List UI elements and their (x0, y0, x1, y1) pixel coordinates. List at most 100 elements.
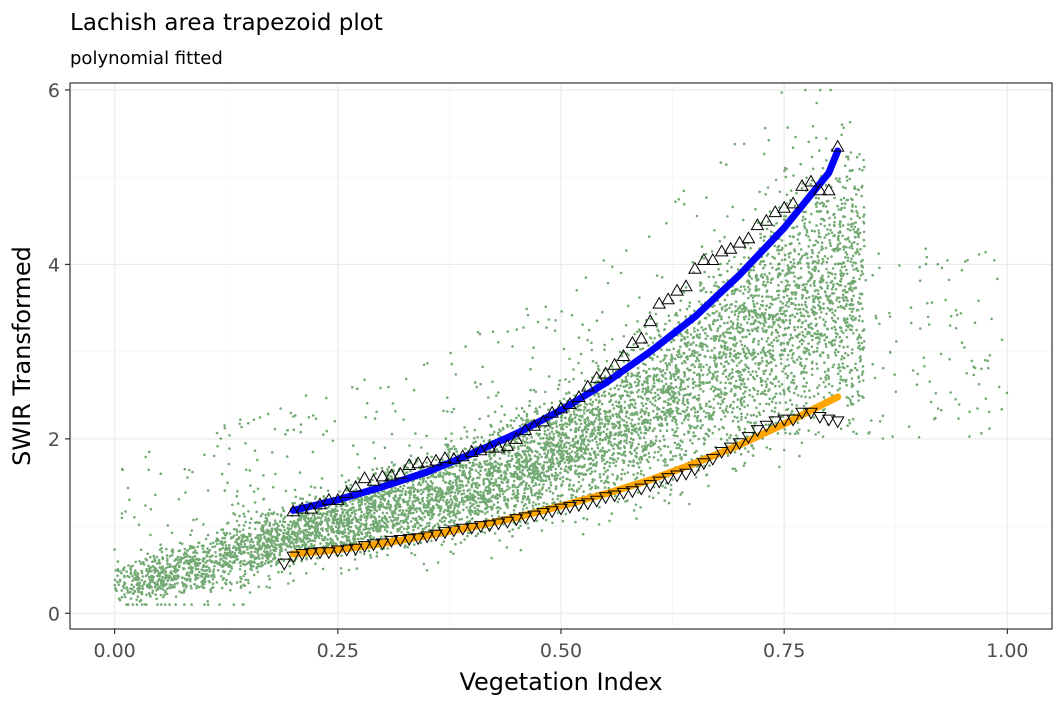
upper-edge-marker (714, 244, 729, 257)
upper-edge-marker (357, 471, 372, 484)
lower-edge-marker (322, 547, 336, 560)
wet-edge-fit-line (289, 147, 842, 514)
lower-edge-marker (277, 558, 292, 571)
x-tick-label: 0.00 (93, 640, 135, 662)
upper-edge-marker (438, 451, 452, 464)
upper-edge-marker (696, 253, 711, 266)
chart-subtitle: polynomial fitted (70, 48, 223, 69)
lower-edge-marker (473, 521, 488, 534)
lower-edge-marker (813, 412, 827, 425)
lower-edge-marker (295, 548, 309, 561)
lower-edge-marker (679, 468, 693, 481)
lower-edge-marker (830, 416, 845, 429)
lower-edge-marker (643, 480, 658, 493)
lower-edge-marker (348, 543, 363, 556)
upper-edge-marker (563, 396, 577, 409)
axes: 0.00 0.25 0.50 0.75 1.00 0 2 4 6 (48, 80, 1029, 662)
lower-edge-marker (313, 547, 327, 560)
lower-edge-marker (330, 545, 345, 558)
lower-edge-marker (464, 522, 479, 535)
upper-edge-marker (536, 414, 551, 427)
lower-edge-marker (589, 495, 604, 508)
upper-edge-marker (580, 379, 595, 392)
lower-edge-marker (607, 490, 622, 503)
lower-edge-marker (393, 535, 408, 548)
upper-edge-marker (598, 366, 613, 379)
lower-edge-marker (429, 529, 443, 542)
lower-edge-marker (616, 487, 631, 500)
lower-edge-marker (580, 498, 595, 511)
lower-edge-marker (402, 534, 417, 547)
lower-edge-marker (286, 551, 301, 564)
lower-edge-marker (339, 544, 354, 557)
lower-edge-marker (420, 531, 434, 544)
upper-edge-marker (813, 183, 827, 196)
upper-edge-marker (322, 492, 336, 505)
upper-edge-marker (375, 469, 390, 482)
x-tick-label: 1.00 (986, 640, 1028, 662)
lower-edge-marker (500, 516, 515, 529)
upper-edge-marker (295, 501, 309, 514)
upper-edge-marker (509, 431, 524, 444)
chart-title: Lachish area trapezoid plot (70, 10, 383, 36)
lower-edge-marker (759, 420, 774, 433)
lower-edge-marker (518, 512, 533, 525)
lower-edge-marker (705, 453, 720, 466)
lower-edge-marker (723, 442, 738, 455)
y-tick-label: 4 (48, 254, 60, 276)
x-tick-label: 0.50 (540, 640, 582, 662)
y-tick-label: 6 (48, 80, 60, 102)
scatter-point-cloud (113, 88, 1009, 606)
upper-edge-marker (286, 504, 301, 517)
upper-edge-marker (607, 357, 622, 370)
y-tick-label: 0 (48, 603, 60, 625)
lower-edge-marker (375, 538, 390, 551)
upper-edge-marker (420, 455, 434, 468)
lower-edge-marker (777, 414, 792, 427)
upper-edge-marker (821, 183, 836, 196)
upper-edge-marker (411, 456, 426, 469)
lower-edge-marker (563, 501, 577, 514)
y-tick-label: 2 (48, 429, 60, 451)
dry-edge-fit-line (289, 393, 842, 558)
lower-edge-marker (455, 523, 470, 536)
lower-edge-marker (509, 514, 524, 527)
lower-edge-marker (554, 503, 568, 516)
upper-edge-marker (830, 139, 845, 152)
scatter-cloud (113, 88, 1009, 606)
lower-edge-marker (571, 500, 586, 513)
lower-edge-marker (732, 438, 747, 451)
upper-edge-marker (804, 174, 818, 187)
upper-edge-marker (616, 348, 631, 361)
x-tick-label: 0.75 (763, 640, 805, 662)
upper-edge-marker (759, 213, 774, 226)
lower-edge-marker (821, 414, 836, 427)
upper-edge-marker (473, 443, 488, 456)
lower-edge-marker (768, 416, 783, 429)
upper-edge-marker (464, 444, 479, 457)
lower-edge-marker (366, 539, 381, 552)
lower-edge-marker (696, 458, 711, 471)
upper-edge-marker (482, 440, 497, 453)
upper-edge-marker (348, 479, 363, 492)
upper-edge-marker (661, 292, 675, 305)
upper-edge-marker (500, 438, 515, 451)
lower-edge-marker (661, 473, 675, 486)
lower-edge-marker (795, 407, 809, 420)
lower-edge-marker (652, 476, 667, 489)
lower-edge-marker (688, 464, 702, 477)
upper-edge-marker (634, 331, 649, 344)
lower-edge-marker (750, 425, 765, 438)
lower-edge-marker (670, 470, 684, 483)
upper-edge-marker (393, 466, 408, 479)
upper-edge-marker (429, 453, 443, 466)
lower-edge-marker (625, 486, 640, 499)
upper-edge-marker (723, 241, 738, 254)
upper-edge-marker (786, 196, 800, 209)
upper-edge-marker (688, 261, 702, 274)
lower-edge-marker (304, 548, 318, 561)
lower-edge-marker (384, 535, 399, 548)
lower-edge-marker (491, 518, 506, 531)
fitted-lines (289, 147, 842, 558)
